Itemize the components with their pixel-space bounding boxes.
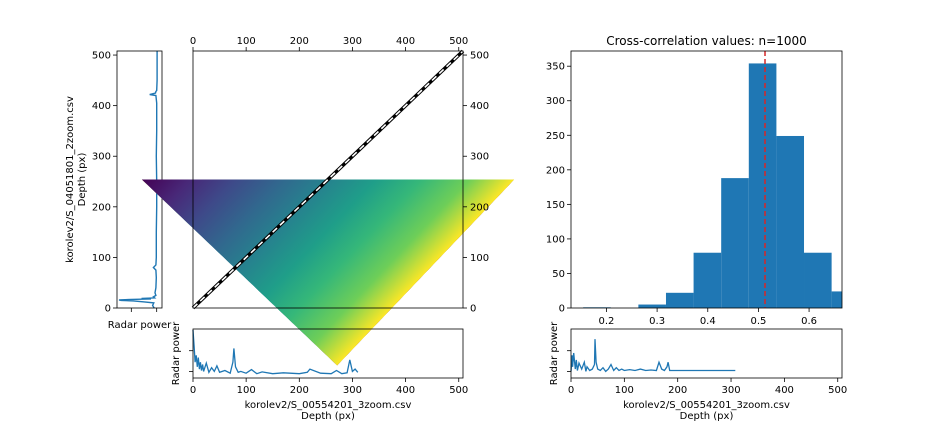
bottom_profile_2-x-tick-label: 300: [721, 385, 740, 396]
bottom_profile_2-x-tick-label: 400: [775, 385, 794, 396]
histogram-y-tick-label: 200: [546, 165, 565, 176]
histogram-y-tick-label: 0: [559, 304, 565, 315]
bottom_profile_1-x-tick-label: 500: [449, 385, 468, 396]
histogram-title: Cross-correlation values: n=1000: [606, 34, 807, 48]
bottom_profile_2-x-tick-label: 200: [668, 385, 687, 396]
histogram-bar: [831, 291, 842, 308]
bottom_profile_1-x-tick-label: 400: [396, 385, 415, 396]
histogram-x-tick-label: 0.6: [801, 316, 817, 327]
bottom_profile_1-x-tick-label: 100: [237, 385, 256, 396]
heatmap-right-tick-label: 500: [470, 51, 489, 62]
bottom_profile_2-frame: [570, 328, 843, 379]
left-profile-line: [118, 51, 158, 309]
histogram-bar: [804, 252, 832, 308]
heatmap-right-tick-label: 100: [470, 253, 489, 264]
left-y-tick-label: 0: [105, 304, 111, 315]
histogram-y-tick-label: 50: [552, 269, 565, 280]
left-x-axis-label: Radar power: [108, 320, 172, 331]
left-y-tick-label: 400: [92, 101, 111, 112]
heatmap-right-tick-label: 200: [470, 202, 489, 213]
left-depth-profile-panel: 0 100 200 300 400 500 Radar power korolev2/S_04…: [65, 51, 172, 331]
cross-correlation-heatmap-panel: 0 100 200 300 400 500 0 100 200 300 400 500: [141, 0, 515, 366]
heatmap-top-tick-label: 100: [237, 36, 256, 47]
bottom-depth-profile-panel-2: 0 100 200 300 400 500 korolev2/S_00554201_3zoo…: [549, 321, 847, 422]
histogram-frame: [570, 50, 843, 309]
bottom_profile_1-y-axis-label: Radar power: [171, 321, 182, 385]
bottom_profile_2-x-tick-label: 500: [828, 385, 847, 396]
heatmap-top-tick-label: 300: [343, 36, 362, 47]
heatmap-top-tick-label: 200: [290, 36, 309, 47]
histogram-bar: [721, 178, 749, 308]
bottom_profile_2-x-tick-label: 0: [568, 385, 574, 396]
left-y-tick-label: 500: [92, 51, 111, 62]
bottom_profile_2-y-axis-label: Radar power: [549, 321, 560, 385]
heatmap-right-tick-label: 400: [470, 101, 489, 112]
histogram-bar: [665, 292, 694, 308]
histogram-y-tick-label: 150: [546, 200, 565, 211]
heatmap-right-tick-label: 300: [470, 152, 489, 163]
bottom_profile_2-x-tick-label: 100: [615, 385, 634, 396]
histogram-bar: [638, 304, 666, 308]
cross-correlation-histogram-panel: Cross-correlation values: n=1000 0.2 0.3 0.…: [546, 34, 843, 327]
histogram-y-tick-label: 100: [546, 234, 565, 245]
histogram-bar: [693, 252, 722, 308]
bottom_profile_2-line: [570, 339, 736, 373]
left-y-tick-label: 300: [92, 152, 111, 163]
heatmap-top-tick-label: 0: [190, 36, 196, 47]
heatmap-right-tick-label: 0: [470, 304, 476, 315]
heatmap-top-tick-label: 500: [449, 36, 468, 47]
bottom_profile_2-x-axis-label: korolev2/S_00554201_3zoom.csv Depth (px): [623, 400, 790, 422]
histogram-bar: [776, 135, 805, 308]
histogram-x-tick-label: 0.3: [649, 316, 665, 327]
histogram-y-tick-label: 250: [546, 131, 565, 142]
bottom_profile_1-x-axis-label: korolev2/S_00554201_3zoom.csv Depth (px): [245, 400, 412, 422]
bottom_profile_1-line: [192, 329, 359, 375]
left-y-tick-label: 100: [92, 253, 111, 264]
left-y-tick-label: 200: [92, 202, 111, 213]
diagonal-line-dashed: [192, 50, 464, 309]
histogram-x-tick-label: 0.2: [599, 316, 615, 327]
histogram-y-tick-label: 350: [546, 62, 565, 73]
bottom_profile_1-frame: [192, 328, 464, 379]
histogram-bar: [748, 63, 777, 308]
bottom_profile_1-x-tick-label: 0: [190, 385, 196, 396]
histogram-y-tick-label: 300: [546, 96, 565, 107]
left-y-axis-label: korolev2/S_04051801_2zoom.csvDepth (px): [65, 96, 88, 263]
bottom_profile_1-x-tick-label: 300: [343, 385, 362, 396]
histogram-x-tick-label: 0.4: [700, 316, 716, 327]
heatmap-top-tick-label: 400: [396, 36, 415, 47]
bottom-depth-profile-panel-1: 0 100 200 300 400 500 korolev2/S_00554201_3zoo…: [171, 321, 468, 422]
heatmap-frame: [192, 50, 464, 309]
histogram-x-tick-label: 0.5: [750, 316, 766, 327]
bottom_profile_1-x-tick-label: 200: [290, 385, 309, 396]
